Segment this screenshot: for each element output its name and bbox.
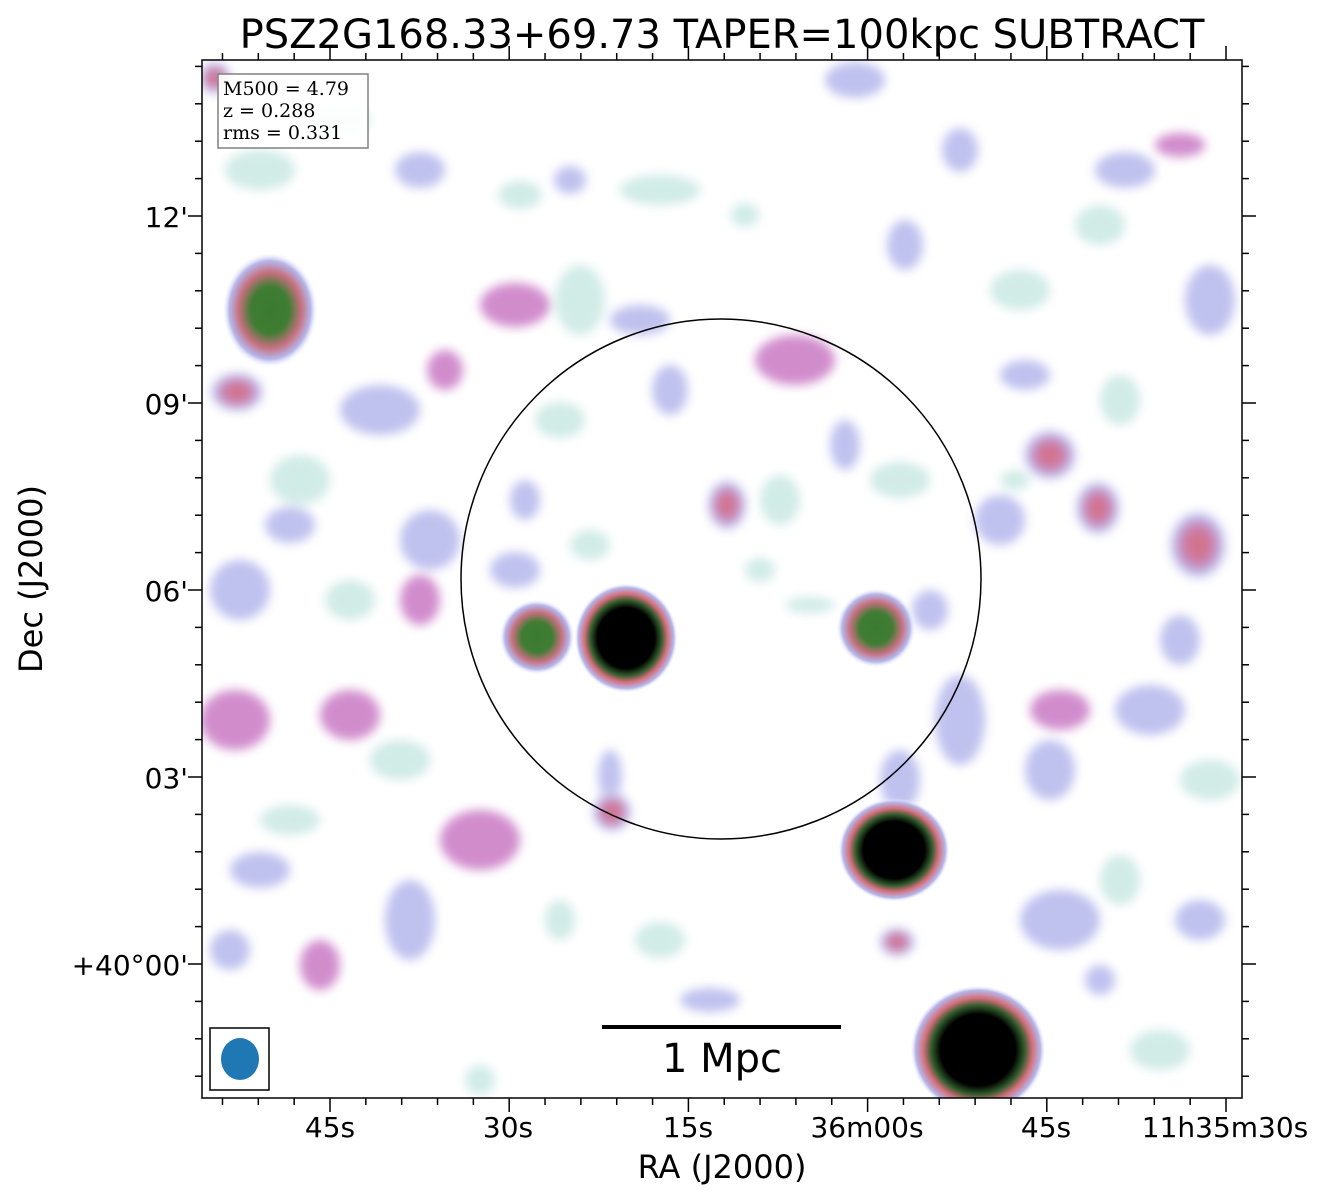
m500-text: M500 = 4.79: [223, 78, 349, 100]
x-tick-label: 45s: [1021, 1111, 1071, 1144]
r500-circle: [460, 318, 982, 840]
x-tick-label: 45s: [305, 1111, 355, 1144]
axis-ticks: [188, 46, 1256, 1112]
redshift-text: z = 0.288: [223, 100, 315, 122]
rms-text: rms = 0.331: [223, 122, 342, 144]
bright-sources: [574, 583, 1046, 1098]
moderate-sources: [202, 60, 1230, 958]
info-box: [217, 73, 369, 149]
x-tick-label: 15s: [663, 1111, 713, 1144]
x-tick-label: 11h35m30s: [1142, 1111, 1309, 1144]
x-tick-label: 36m00s: [810, 1111, 923, 1144]
y-tick-label: 03': [145, 762, 188, 795]
x-tick-label: 30s: [483, 1111, 533, 1144]
x-tick-labels: 45s 30s 15s 36m00s 45s 11h35m30s: [305, 1111, 1308, 1144]
y-axis-label: Dec (J2000): [12, 485, 50, 673]
y-tick-label: 09': [145, 388, 188, 421]
y-tick-labels: 12' 09' 06' 03' +40°00': [72, 201, 188, 982]
plot-title: PSZ2G168.33+69.73 TAPER=100kpc SUBTRACT: [240, 12, 1205, 58]
scale-bar-label: 1 Mpc: [662, 1036, 782, 1082]
y-tick-label: 12': [145, 201, 188, 234]
x-axis-label: RA (J2000): [638, 1148, 807, 1186]
y-tick-label: +40°00': [72, 949, 188, 982]
image-area: 1 Mpc M500 = 4.79 z = 0.288 rms = 0.331: [202, 60, 1242, 1098]
beam-ellipse: [221, 1038, 259, 1080]
y-tick-label: 06': [145, 575, 188, 608]
plot-frame: [201, 59, 1243, 1099]
green-sources: [222, 252, 916, 675]
